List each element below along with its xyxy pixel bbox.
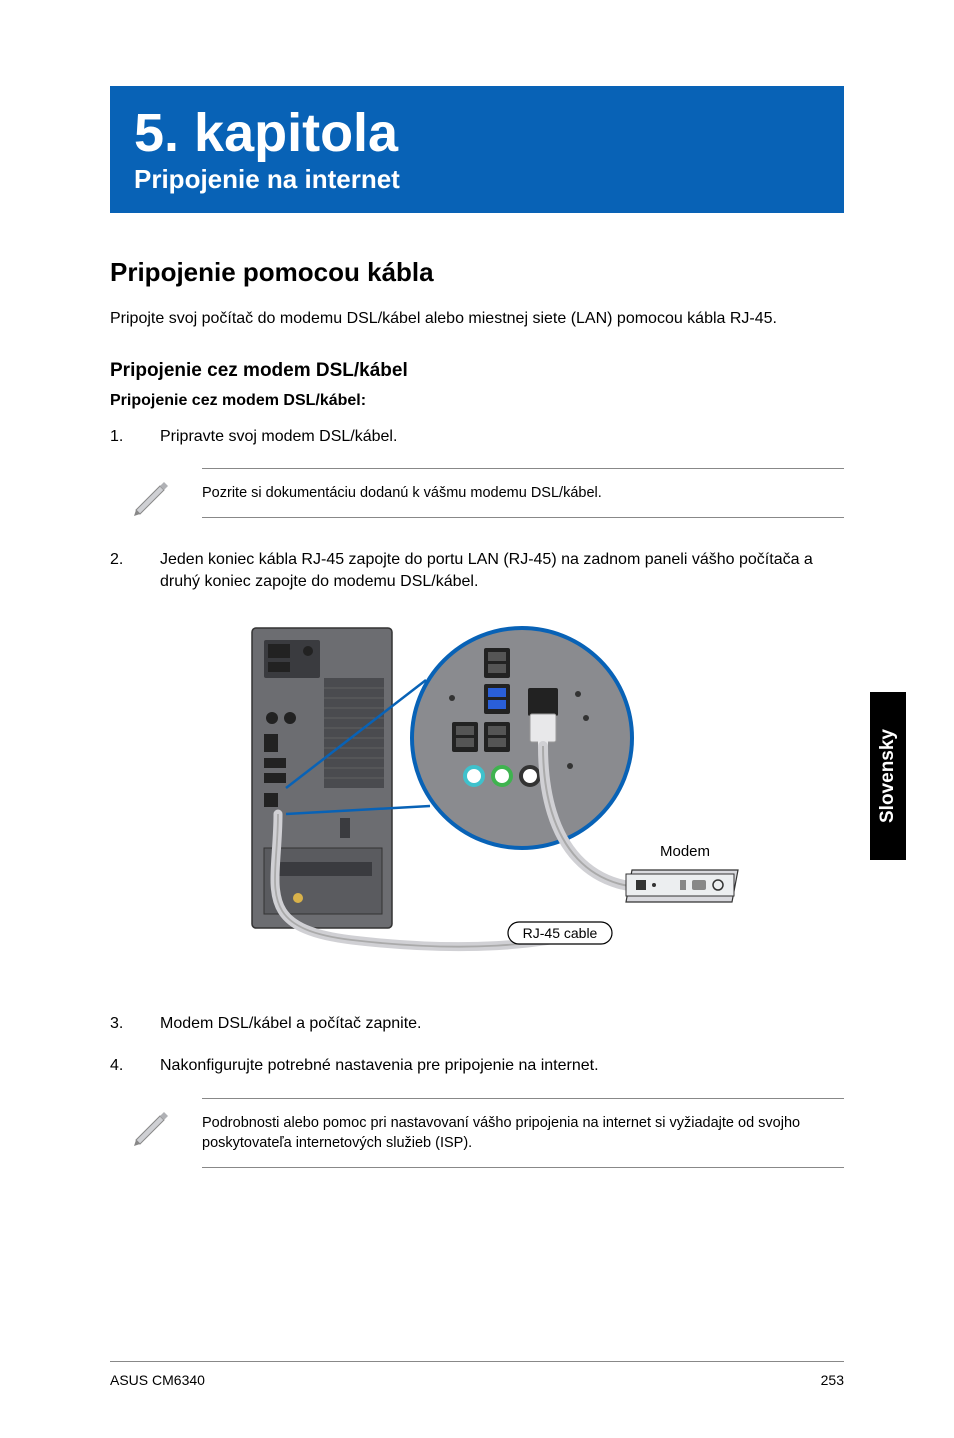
step-number: 3. <box>110 1013 130 1035</box>
chapter-banner: 5. kapitola Pripojenie na internet <box>110 86 844 213</box>
note-2: Podrobnosti alebo pomoc pri nastavovaní … <box>110 1098 844 1169</box>
pen-icon <box>130 468 172 521</box>
subsection-subtitle: Pripojenie cez modem DSL/kábel: <box>110 392 844 410</box>
step-text: Nakonfigurujte potrebné nastavenia pre p… <box>160 1055 844 1077</box>
step-number: 1. <box>110 426 130 448</box>
section-intro: Pripojte svoj počítač do modemu DSL/kábe… <box>110 308 844 330</box>
subsection-title: Pripojenie cez modem DSL/kábel <box>110 360 844 382</box>
chapter-title: 5. kapitola <box>134 106 820 160</box>
step-4: 4. Nakonfigurujte potrebné nastavenia pr… <box>110 1055 844 1077</box>
step-text: Pripravte svoj modem DSL/kábel. <box>160 426 844 448</box>
page-footer: ASUS CM6340 253 <box>110 1361 844 1388</box>
step-number: 4. <box>110 1055 130 1077</box>
language-label: Slovensky <box>877 729 899 823</box>
pen-icon <box>130 1098 172 1151</box>
connection-diagram: Modem RJ-45 cable <box>212 618 742 973</box>
step-text: Jeden koniec kábla RJ-45 zapojte do port… <box>160 549 844 594</box>
note-text: Pozrite si dokumentáciu dodanú k vášmu m… <box>202 468 844 518</box>
chapter-subtitle: Pripojenie na internet <box>134 164 820 195</box>
modem-device <box>626 870 738 902</box>
footer-right: 253 <box>821 1372 844 1388</box>
step-number: 2. <box>110 549 130 594</box>
step-text: Modem DSL/kábel a počítač zapnite. <box>160 1013 844 1035</box>
step-1: 1. Pripravte svoj modem DSL/kábel. <box>110 426 844 448</box>
step-3: 3. Modem DSL/kábel a počítač zapnite. <box>110 1013 844 1035</box>
footer-left: ASUS CM6340 <box>110 1372 205 1388</box>
step-2: 2. Jeden koniec kábla RJ-45 zapojte do p… <box>110 549 844 594</box>
modem-label: Modem <box>660 843 710 860</box>
note-text: Podrobnosti alebo pomoc pri nastavovaní … <box>202 1098 844 1169</box>
language-tab: Slovensky <box>870 692 906 860</box>
cable-label: RJ-45 cable <box>508 922 612 944</box>
svg-text:RJ-45 cable: RJ-45 cable <box>523 925 598 941</box>
section-title: Pripojenie pomocou kábla <box>110 257 844 288</box>
note-1: Pozrite si dokumentáciu dodanú k vášmu m… <box>110 468 844 521</box>
zoom-circle <box>412 628 632 848</box>
